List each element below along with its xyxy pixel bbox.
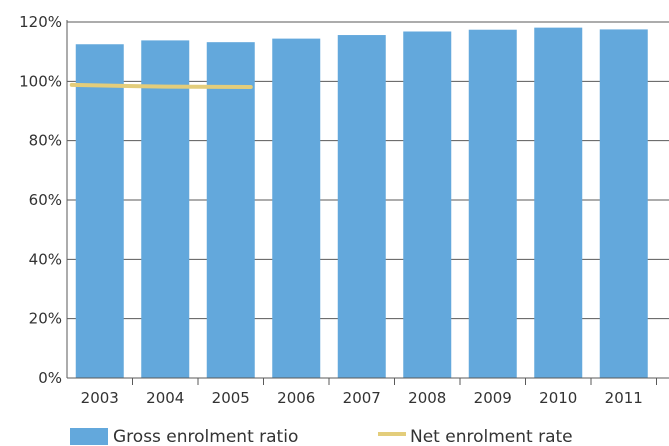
x-tick-label: 2004: [146, 389, 184, 407]
x-tick-label: 2007: [343, 389, 381, 407]
y-tick-label: 100%: [19, 72, 62, 90]
x-tick-label: 2003: [81, 389, 119, 407]
bar-series-gross-enrolment: [75, 27, 648, 379]
bar: [206, 42, 255, 378]
x-tick-labels: 2003 2004 2005 2006 2007 2008 2009 2010 2011: [81, 389, 643, 407]
legend-label-net-enrolment: Net enrolment rate: [410, 427, 573, 446]
y-tick-label: 120%: [19, 13, 62, 31]
legend: Gross enrolment ratio Net enrolment rate: [70, 427, 573, 446]
x-tick-label: 2006: [277, 389, 315, 407]
x-tick-label: 2010: [539, 389, 577, 407]
bar: [534, 27, 583, 379]
x-tick-label: 2009: [474, 389, 512, 407]
y-tick-label: 80%: [29, 132, 62, 150]
bar: [337, 35, 386, 378]
axes: [66, 20, 669, 385]
legend-swatch-gross-enrolment: [70, 428, 108, 445]
y-tick-labels: 0% 20% 40% 60% 80% 100% 120%: [19, 13, 62, 387]
legend-label-gross-enrolment: Gross enrolment ratio: [113, 427, 298, 446]
bar: [403, 31, 452, 378]
x-tick-label: 2008: [408, 389, 446, 407]
bar: [272, 38, 321, 378]
bar: [599, 29, 648, 379]
x-tick-label: 2005: [212, 389, 250, 407]
bar: [75, 44, 124, 378]
bar: [468, 29, 517, 379]
line-path: [69, 82, 253, 89]
x-tick-label: 2011: [605, 389, 643, 407]
y-tick-label: 60%: [29, 191, 62, 209]
y-tick-label: 40%: [29, 250, 62, 268]
y-tick-label: 20%: [29, 310, 62, 328]
bar: [141, 40, 190, 378]
line-series-net-enrolment: [69, 82, 253, 89]
y-tick-label: 0%: [38, 369, 62, 387]
